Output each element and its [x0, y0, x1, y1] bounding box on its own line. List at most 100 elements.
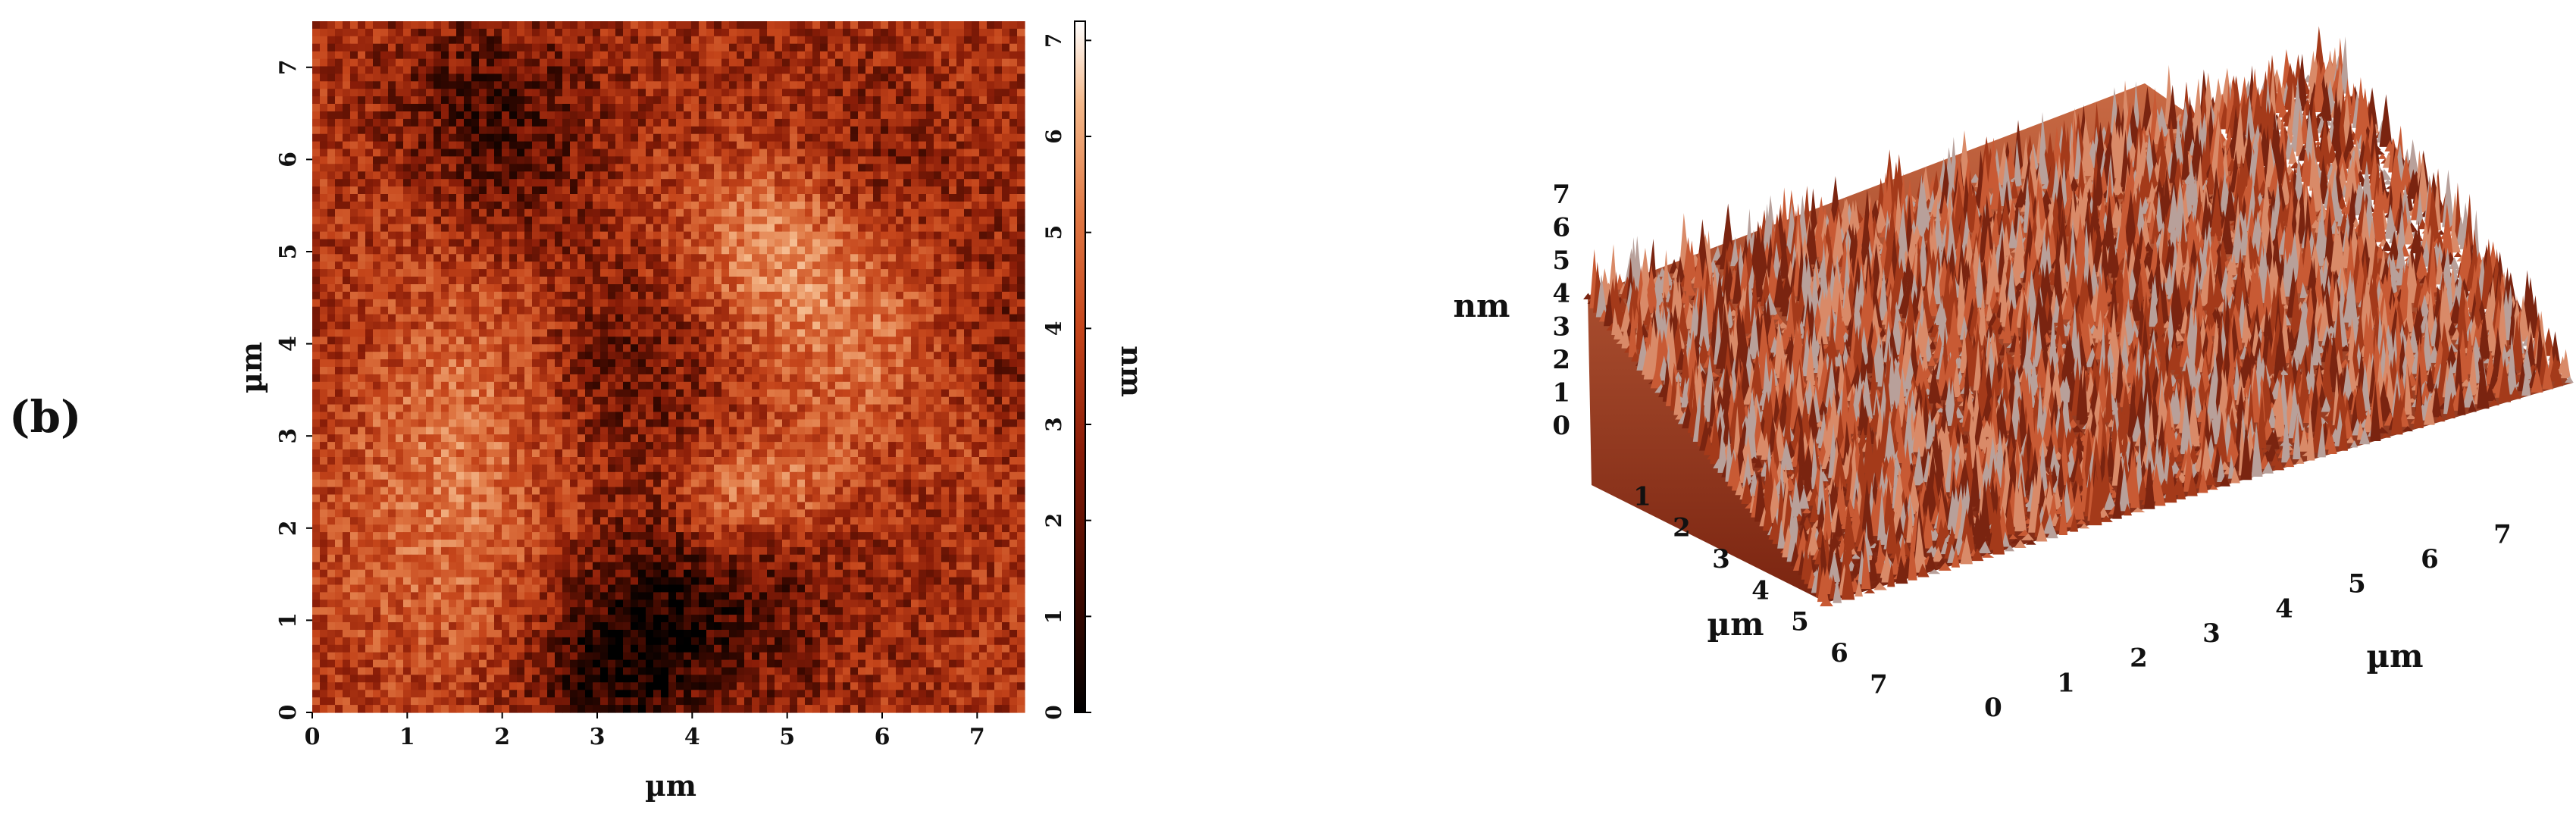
heatmap-cell — [691, 337, 700, 345]
heatmap-cell — [820, 367, 828, 375]
heatmap-cell — [684, 412, 692, 420]
heatmap-cell — [1002, 179, 1010, 187]
heatmap-cell — [585, 156, 593, 164]
heatmap-cell — [987, 171, 995, 180]
heatmap-cell — [403, 299, 412, 308]
heatmap-cell — [729, 171, 737, 180]
heatmap-cell — [759, 359, 768, 368]
heatmap-cell — [494, 381, 502, 390]
heatmap-cell — [797, 104, 806, 112]
heatmap-cell — [464, 299, 472, 308]
heatmap-cell — [691, 344, 700, 352]
heatmap-cell — [934, 21, 942, 30]
heatmap-cell — [1017, 224, 1025, 233]
heatmap-cell — [343, 321, 351, 330]
heatmap-cell — [388, 201, 396, 210]
heatmap-cell — [388, 36, 396, 45]
heatmap-cell — [812, 404, 821, 413]
heatmap-cell — [570, 74, 578, 82]
heatmap-cell — [911, 231, 919, 240]
heatmap-cell — [411, 141, 419, 150]
heatmap-cell — [426, 74, 434, 82]
heatmap-cell — [865, 291, 874, 300]
heatmap-cell — [721, 216, 730, 225]
heatmap-cell — [668, 133, 677, 142]
heatmap-cell — [464, 337, 472, 345]
heatmap-cell — [388, 246, 396, 255]
heatmap-cell — [320, 352, 328, 360]
heatmap-cell — [441, 141, 449, 150]
heatmap-cell — [320, 51, 328, 60]
heatmap-cell — [540, 329, 548, 337]
heatmap-cell — [631, 51, 639, 60]
heatmap-cell — [676, 239, 684, 247]
heatmap-cell — [411, 284, 419, 293]
heatmap-cell — [790, 74, 798, 82]
heatmap-cell — [585, 36, 593, 45]
heatmap-cell — [1009, 104, 1018, 112]
heatmap-cell — [434, 291, 442, 300]
heatmap-cell — [343, 194, 351, 202]
heatmap-cell — [691, 321, 700, 330]
heatmap-cell — [979, 291, 988, 300]
heatmap-cell — [373, 396, 381, 405]
heatmap-cell — [418, 299, 427, 308]
heatmap-cell — [517, 126, 525, 135]
heatmap-cell — [805, 28, 813, 37]
heatmap-cell — [562, 171, 571, 180]
heatmap-cell — [464, 277, 472, 285]
heatmap-cell — [881, 43, 889, 52]
heatmap-cell — [623, 306, 631, 315]
heatmap-cell — [479, 81, 487, 89]
heatmap-cell — [600, 133, 609, 142]
heatmap-cell — [903, 374, 912, 383]
heatmap-cell — [1002, 66, 1010, 74]
heatmap-cell — [365, 141, 374, 150]
heatmap-cell — [411, 224, 419, 233]
heatmap-cell — [343, 359, 351, 368]
heatmap-cell — [320, 359, 328, 368]
heatmap-cell — [828, 352, 836, 360]
heatmap-cell — [661, 412, 669, 420]
heatmap-cell — [737, 306, 745, 315]
heatmap-cell — [312, 277, 321, 285]
heatmap-cell — [555, 254, 563, 262]
heatmap-cell — [479, 133, 487, 142]
heatmap-cell — [858, 367, 866, 375]
heatmap-cell — [797, 269, 806, 277]
heatmap-cell — [782, 171, 790, 180]
heatmap-cell — [805, 201, 813, 210]
heatmap-cell — [593, 389, 601, 398]
heatmap-cell — [820, 291, 828, 300]
heatmap-cell — [805, 194, 813, 202]
heatmap-cell — [547, 141, 556, 150]
heatmap-cell — [934, 28, 942, 37]
heatmap-cell — [919, 261, 927, 270]
heatmap-cell — [714, 58, 722, 67]
heatmap-cell — [380, 118, 389, 127]
heatmap-cell — [699, 51, 707, 60]
heatmap-cell — [577, 321, 586, 330]
heatmap-cell — [524, 141, 533, 150]
heatmap-cell — [403, 261, 412, 270]
heatmap-cell — [411, 352, 419, 360]
heatmap-cell — [956, 396, 965, 405]
heatmap-cell — [380, 186, 389, 195]
heatmap-cell — [964, 208, 972, 218]
heatmap-cell — [335, 396, 343, 405]
heatmap-cell — [1002, 337, 1010, 345]
heatmap-cell — [919, 194, 927, 202]
heatmap-cell — [941, 374, 950, 383]
heatmap-cell — [881, 208, 889, 218]
heatmap-cell — [691, 306, 700, 315]
heatmap-cell — [964, 352, 972, 360]
heatmap-cell — [593, 277, 601, 285]
heatmap-cell — [759, 344, 768, 352]
heatmap-cell — [532, 231, 540, 240]
heatmap-cell — [744, 269, 753, 277]
heatmap-cell — [896, 208, 904, 218]
heatmap-cell — [585, 58, 593, 67]
heatmap-cell — [623, 359, 631, 368]
heatmap-cell — [858, 118, 866, 127]
heatmap-cell — [487, 201, 495, 210]
